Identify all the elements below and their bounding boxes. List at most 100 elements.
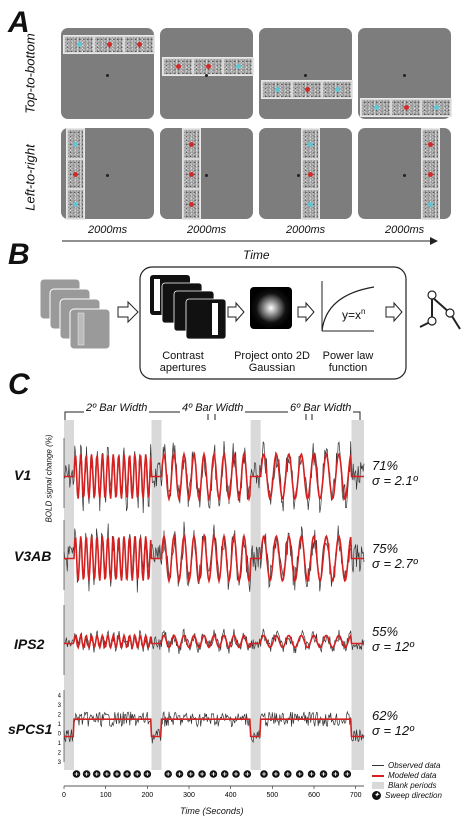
legend-blank: Blank periods bbox=[372, 781, 436, 790]
stimulus-bar bbox=[301, 128, 320, 220]
panel-b-letter: B bbox=[8, 238, 30, 271]
power-law-icon bbox=[321, 281, 375, 332]
stat-percent: 55% bbox=[372, 624, 399, 639]
y-tick-label: -2 bbox=[58, 751, 62, 757]
time-axis-label: Time bbox=[243, 248, 270, 262]
modeled-series-line bbox=[64, 718, 364, 738]
bold-timeseries-chart: 0 100 200 300 400 500 600 700 -3 -2 -1 0 1 2 3 4 bbox=[58, 420, 365, 798]
bar-width-label-6: 6º Bar Width bbox=[288, 402, 354, 414]
sweep-arrow-glyph bbox=[188, 772, 193, 776]
stimulus-screen-lr-4 bbox=[358, 128, 451, 220]
region-label-spcs1: sPCS1 bbox=[8, 721, 53, 737]
sweep-arrow-glyph bbox=[74, 772, 79, 776]
legend-observed: Observed data bbox=[372, 761, 440, 770]
stimulus-bar bbox=[182, 128, 201, 220]
gaussian-icon bbox=[250, 287, 292, 329]
step-power-law: Power law function bbox=[322, 350, 374, 374]
bar-width-label-2: 2º Bar Width bbox=[84, 402, 150, 414]
stimulus-screen-tb-4 bbox=[358, 28, 452, 119]
stimulus-bar bbox=[360, 98, 452, 117]
y-tick-label: 1 bbox=[58, 722, 62, 728]
stimulus-bar bbox=[66, 128, 85, 220]
x-axis-label: Time (Seconds) bbox=[180, 806, 244, 816]
region-label-v1: V1 bbox=[14, 467, 32, 483]
bar-width-label-4: 4º Bar Width bbox=[180, 402, 246, 414]
sweep-arrow-glyph bbox=[200, 772, 205, 776]
panel-c-letter: C bbox=[8, 368, 30, 401]
observed-series-line bbox=[63, 627, 365, 655]
sweep-arrow-glyph bbox=[321, 772, 326, 776]
sweep-arrow-glyph bbox=[262, 772, 266, 776]
sweep-arrow-glyph bbox=[234, 772, 239, 776]
time-arrow bbox=[62, 237, 438, 245]
stat-sigma: σ = 12º bbox=[372, 723, 414, 738]
sweep-arrow-glyph bbox=[333, 772, 338, 776]
step-project-gaussian: Project onto 2D Gaussian bbox=[234, 350, 310, 374]
sweep-direction-icon: ✦ bbox=[372, 791, 381, 800]
stat-sigma: σ = 2.1º bbox=[372, 473, 418, 488]
stimulus-screen-lr-2 bbox=[160, 128, 253, 220]
sweep-arrow-glyph bbox=[114, 772, 119, 776]
time-label-3: 2000ms bbox=[286, 224, 326, 236]
sweep-arrow-glyph bbox=[211, 772, 216, 776]
pipeline-arrow-icon bbox=[227, 301, 245, 323]
region-label-v3ab: V3AB bbox=[14, 548, 52, 564]
observed-series-line bbox=[63, 710, 365, 744]
x-tick-label: 500 bbox=[266, 792, 278, 798]
sweep-arrow-glyph bbox=[104, 772, 109, 776]
stimulus-bar bbox=[63, 35, 155, 54]
x-tick-label: 300 bbox=[183, 792, 195, 798]
y-tick-label: -1 bbox=[58, 741, 62, 747]
aperture-stack-icon bbox=[150, 275, 227, 340]
x-tick-label: 400 bbox=[225, 792, 237, 798]
blank-period bbox=[151, 420, 162, 770]
row-label-top-to-bottom: Top-to-bottom bbox=[22, 33, 38, 114]
y-axis-label: BOLD signal change (%) bbox=[44, 434, 54, 523]
stimulus-screen-tb-1 bbox=[61, 28, 155, 119]
sweep-arrow-glyph bbox=[166, 772, 171, 776]
stimulus-stack-icon bbox=[39, 278, 111, 350]
stimulus-bar bbox=[421, 128, 440, 220]
formula-exponent: n bbox=[361, 307, 366, 316]
row-label-left-to-right: Left-to-right bbox=[22, 144, 38, 211]
sweep-arrow-glyph bbox=[94, 772, 99, 776]
sweep-arrow-glyph bbox=[285, 772, 290, 776]
time-label-4: 2000ms bbox=[385, 224, 425, 236]
x-tick-label: 600 bbox=[308, 792, 320, 798]
pipeline-arrow-icon bbox=[117, 300, 139, 324]
blank-period bbox=[64, 420, 74, 770]
y-tick-label: 0 bbox=[58, 732, 62, 738]
sweep-arrow-glyph bbox=[145, 772, 150, 776]
sweep-arrow-glyph bbox=[125, 772, 130, 776]
sweep-arrow-glyph bbox=[177, 772, 182, 776]
x-tick-label: 0 bbox=[62, 792, 66, 798]
stat-v1: 71% σ = 2.1º bbox=[372, 458, 417, 488]
power-law-formula: y=xn bbox=[342, 307, 365, 322]
y-tick-label: -3 bbox=[58, 760, 62, 766]
blank-period bbox=[351, 420, 364, 770]
sweep-arrow-glyph bbox=[345, 772, 350, 776]
stimulus-screen-lr-3 bbox=[259, 128, 352, 220]
stat-v3ab: 75% σ = 2.7º bbox=[372, 541, 417, 571]
x-tick-label: 700 bbox=[350, 792, 362, 798]
panel-a-letter: A bbox=[8, 6, 30, 39]
formula-base: y=x bbox=[342, 308, 362, 322]
sweep-arrow-glyph bbox=[245, 772, 250, 776]
pipeline-arrow-icon bbox=[385, 301, 403, 323]
stat-percent: 62% bbox=[372, 708, 399, 723]
blank-period bbox=[250, 420, 261, 770]
pipeline-diagram bbox=[39, 266, 461, 380]
stat-sigma: σ = 2.7º bbox=[372, 556, 418, 571]
sweep-arrow-glyph bbox=[273, 772, 278, 776]
stat-percent: 75% bbox=[372, 541, 399, 556]
y-tick-label: 3 bbox=[58, 703, 62, 709]
modeled-series-line bbox=[64, 450, 364, 503]
stimulus-screen-lr-1 bbox=[61, 128, 154, 220]
stimulus-screen-tb-3 bbox=[259, 28, 353, 119]
stat-spcs1: 62% σ = 12º bbox=[372, 708, 414, 738]
time-label-1: 2000ms bbox=[88, 224, 128, 236]
stat-sigma: σ = 12º bbox=[372, 639, 414, 654]
network-icon bbox=[419, 290, 461, 330]
sweep-arrow-glyph bbox=[135, 772, 140, 776]
modeled-series-line bbox=[64, 632, 364, 651]
